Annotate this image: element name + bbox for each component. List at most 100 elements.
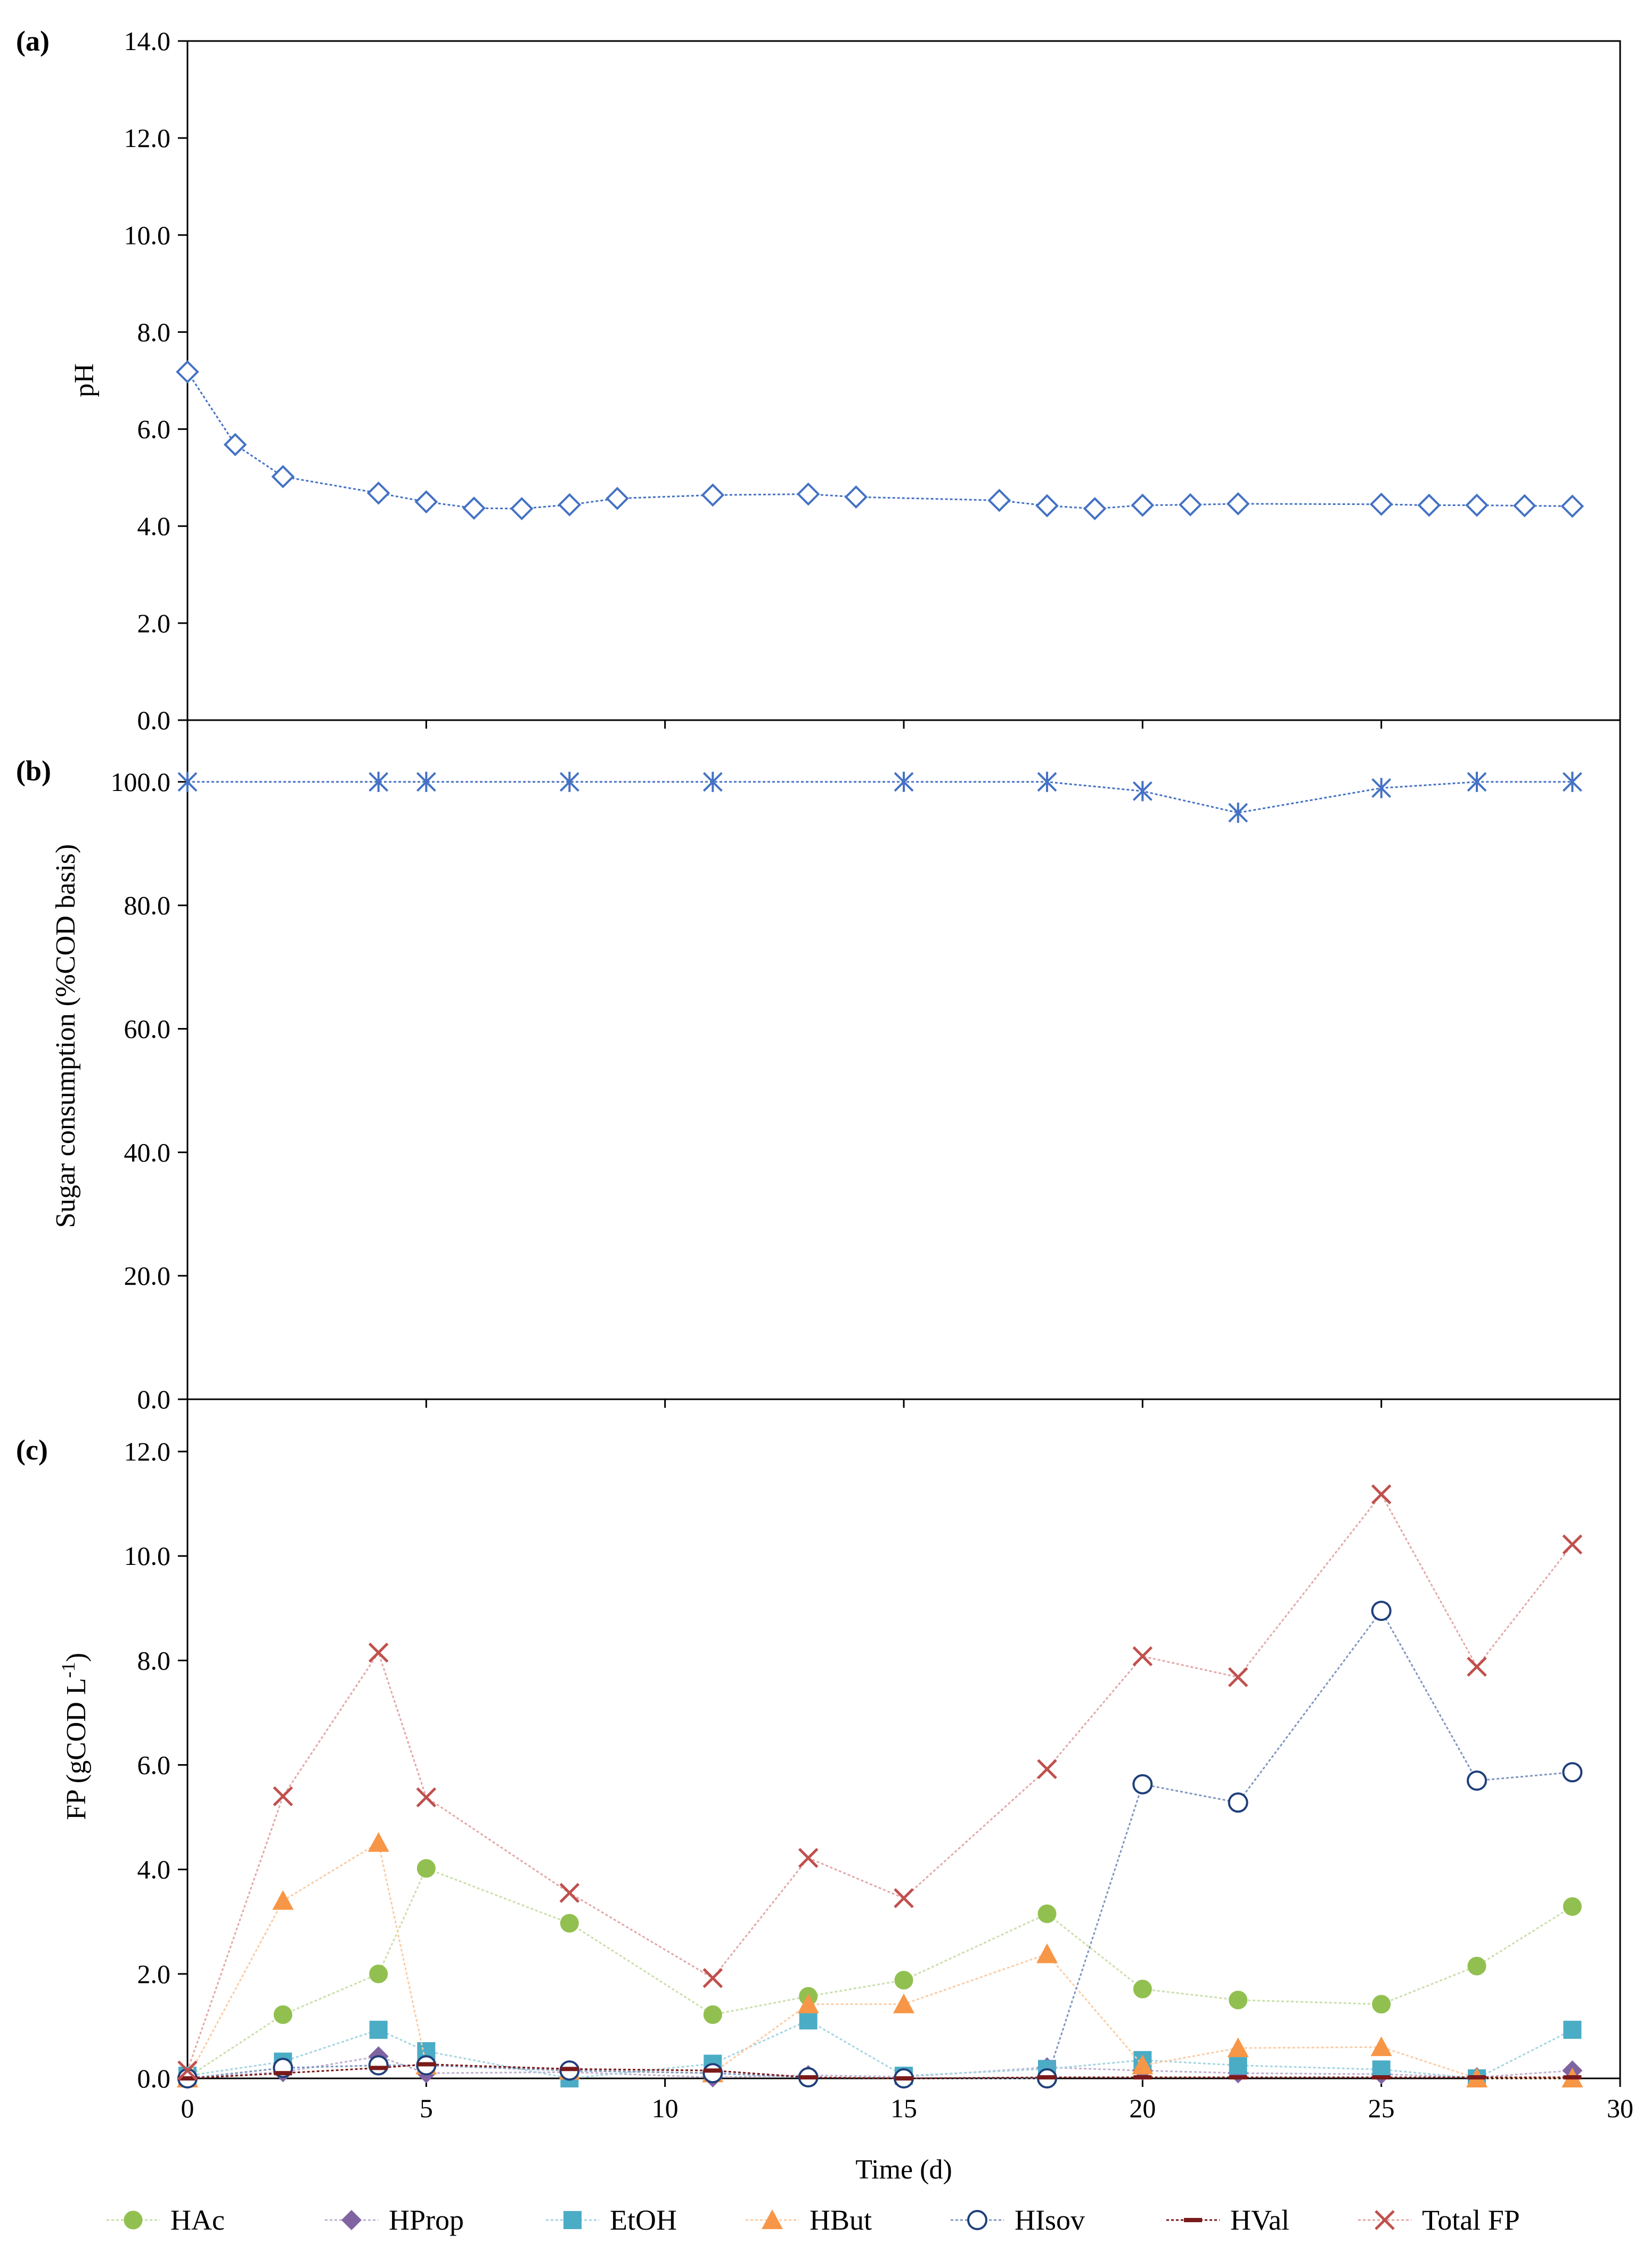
legend-marker bbox=[762, 2209, 783, 2229]
data-point bbox=[1035, 494, 1059, 518]
legend-label: HProp bbox=[389, 2204, 464, 2236]
panel-b-label: (b) bbox=[16, 755, 51, 787]
x-axis-title: Time (d) bbox=[855, 2155, 952, 2185]
data-point bbox=[1131, 493, 1155, 517]
data-point bbox=[1417, 493, 1441, 517]
data-point bbox=[178, 2076, 197, 2081]
panel-c-y-axis-title: FP (gCOD L-1) bbox=[58, 1653, 92, 1820]
panel-b-y-axis-title: Sugar consumption (%COD basis) bbox=[51, 844, 81, 1228]
legend-item-hval: HVal bbox=[1166, 2204, 1289, 2236]
series-line bbox=[187, 1867, 1573, 2078]
data-point bbox=[704, 2068, 722, 2073]
legend-item-hbut: HBut bbox=[746, 2204, 872, 2236]
panel-a-y-tick-label: 8.0 bbox=[137, 317, 171, 347]
data-point bbox=[1468, 2075, 1486, 2080]
data-point bbox=[1513, 494, 1536, 518]
data-point bbox=[702, 771, 723, 792]
data-point bbox=[1227, 2037, 1249, 2058]
panel-c-y-tick-label: 6.0 bbox=[137, 1750, 171, 1780]
panel-a-series-ph bbox=[176, 360, 1584, 520]
legend-marker bbox=[1184, 2218, 1202, 2222]
legend-label: HAc bbox=[170, 2204, 225, 2236]
data-point bbox=[1228, 1792, 1248, 1813]
data-point bbox=[1037, 1904, 1057, 1923]
legend-marker bbox=[124, 2210, 143, 2230]
panel-b-y-tick-label: 40.0 bbox=[124, 1137, 171, 1167]
data-point bbox=[1228, 1667, 1248, 1687]
panel-a-y-tick-label: 2.0 bbox=[137, 608, 171, 638]
legend-label: Total FP bbox=[1422, 2204, 1520, 2236]
data-point bbox=[272, 1890, 294, 1910]
x-tick-label: 20 bbox=[1129, 2093, 1156, 2123]
data-point bbox=[368, 2055, 389, 2076]
data-point bbox=[369, 771, 389, 792]
panel-c-y-tick-label: 4.0 bbox=[137, 1855, 171, 1884]
data-point bbox=[702, 1968, 723, 1988]
data-point bbox=[894, 1888, 914, 1908]
panel-a-y-axis-title: pH bbox=[69, 363, 100, 397]
legend-item-hprop: HProp bbox=[325, 2204, 464, 2236]
panel-b-y-tick-label: 0.0 bbox=[137, 1384, 171, 1414]
panel-c-series-hac bbox=[178, 1859, 1582, 2087]
data-point bbox=[1467, 1657, 1487, 1677]
data-point bbox=[273, 2005, 292, 2024]
panel-a-y-tick-label: 6.0 bbox=[137, 414, 171, 444]
panel-c-y-tick-label: 8.0 bbox=[137, 1645, 171, 1675]
data-point bbox=[369, 2066, 388, 2070]
panel-a-y-tick-label: 4.0 bbox=[137, 511, 171, 541]
legend-item-total-fp: Total FP bbox=[1358, 2204, 1520, 2236]
data-point bbox=[797, 1993, 819, 2013]
panel-a-y-tick-label: 10.0 bbox=[124, 220, 171, 250]
data-point bbox=[1562, 1762, 1583, 1783]
data-point bbox=[417, 2062, 436, 2067]
x-tick-label: 0 bbox=[181, 2093, 194, 2123]
legend-item-hisov: HIsov bbox=[951, 2204, 1085, 2236]
data-point bbox=[1563, 2020, 1582, 2039]
data-point bbox=[367, 1832, 389, 1852]
legend-label: HIsov bbox=[1015, 2204, 1085, 2236]
panel-b-y-tick-label: 80.0 bbox=[124, 891, 171, 920]
x-tick-label: 10 bbox=[652, 2093, 679, 2123]
data-point bbox=[559, 771, 579, 792]
series-line bbox=[187, 781, 1573, 814]
data-point bbox=[1132, 2054, 1154, 2075]
data-point bbox=[368, 1642, 389, 1663]
legend-label: HBut bbox=[810, 2204, 872, 2236]
data-point bbox=[1371, 1601, 1392, 1621]
data-point bbox=[1465, 493, 1489, 517]
legend-marker bbox=[967, 2210, 987, 2230]
legend-marker bbox=[1375, 2210, 1395, 2230]
data-point bbox=[1467, 771, 1487, 792]
data-point bbox=[416, 1787, 437, 1808]
data-point bbox=[1563, 2075, 1582, 2080]
data-point bbox=[1036, 1943, 1058, 1963]
panel-c-series-hval bbox=[178, 2062, 1582, 2081]
data-point bbox=[560, 2067, 579, 2071]
panel-c-y-tick-label: 10.0 bbox=[124, 1541, 171, 1571]
data-point bbox=[1133, 1979, 1152, 1998]
legend-item-hac: HAc bbox=[107, 2204, 225, 2236]
data-point bbox=[1037, 771, 1057, 792]
data-point bbox=[1179, 493, 1202, 517]
data-point bbox=[1229, 1990, 1248, 2010]
data-point bbox=[223, 433, 247, 456]
data-point bbox=[1467, 1956, 1486, 1976]
data-point bbox=[176, 360, 199, 384]
panel-b-y-tick-label: 20.0 bbox=[124, 1261, 171, 1291]
data-point bbox=[1132, 1646, 1153, 1667]
data-point bbox=[177, 771, 198, 792]
data-point bbox=[273, 1786, 293, 1807]
data-point bbox=[1037, 1759, 1057, 1780]
data-point bbox=[416, 1859, 436, 1878]
data-point bbox=[1133, 2075, 1152, 2080]
data-point bbox=[895, 2076, 913, 2081]
panel-c-y-tick-label: 0.0 bbox=[137, 2063, 171, 2093]
data-point bbox=[560, 1914, 579, 1933]
data-point bbox=[606, 486, 629, 510]
data-point bbox=[703, 2005, 722, 2024]
panel-a-label: (a) bbox=[16, 25, 50, 57]
data-point bbox=[1371, 778, 1392, 798]
data-point bbox=[1372, 2075, 1391, 2080]
data-point bbox=[416, 771, 436, 792]
data-point bbox=[799, 2075, 818, 2080]
